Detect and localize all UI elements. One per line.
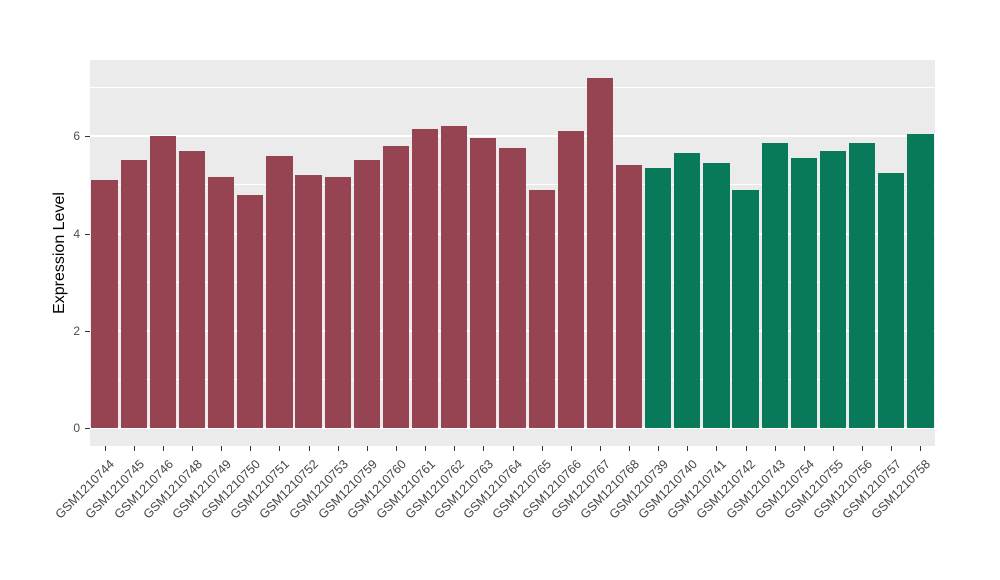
x-tick-mark-GSM1210745 [133,446,135,451]
plot-panel [90,60,935,446]
y-tick-mark-2 [85,330,90,332]
bar-GSM1210739 [645,167,672,429]
bar-GSM1210746 [149,136,176,429]
bar-GSM1210752 [295,175,322,429]
bar-GSM1210760 [382,145,410,429]
x-tick-label-box: GSM1210758 [763,455,933,521]
bar-GSM1210745 [120,160,147,429]
y-tick-mark-0 [85,428,90,430]
bar-GSM1210749 [208,177,235,429]
x-tick-mark-GSM1210750 [250,446,252,451]
x-tick-mark-GSM1210753 [337,446,339,451]
x-tick-mark-GSM1210743 [774,446,776,451]
x-tick-mark-GSM1210767 [599,446,601,451]
x-tick-mark-GSM1210751 [279,446,281,451]
x-tick-mark-GSM1210744 [104,446,106,451]
x-tick-mark-GSM1210749 [221,446,223,451]
gridline-major-6 [90,135,935,138]
bar-GSM1210756 [849,143,876,429]
x-tick-mark-GSM1210741 [716,446,718,451]
x-tick-mark-GSM1210765 [541,446,543,451]
bar-GSM1210744 [91,179,118,429]
gridline-major-0 [90,427,935,430]
bar-GSM1210766 [557,131,584,429]
bar-GSM1210761 [411,128,439,429]
y-tick-label-4: 4 [73,226,80,241]
y-tick-label-6: 6 [73,129,80,144]
x-tick-mark-GSM1210758 [920,446,922,451]
bar-GSM1210763 [470,138,497,429]
x-tick-mark-GSM1210762 [454,446,456,451]
bar-GSM1210750 [237,194,264,429]
bar-GSM1210762 [441,126,468,429]
y-axis-title: Expression Level [51,192,68,314]
bar-GSM1210768 [615,165,643,429]
bar-GSM1210753 [324,177,351,429]
x-tick-mark-GSM1210764 [512,446,514,451]
bar-GSM1210740 [674,153,701,429]
x-tick-mark-GSM1210755 [833,446,835,451]
x-tick-mark-GSM1210756 [862,446,864,451]
x-tick-mark-GSM1210763 [483,446,485,451]
bar-GSM1210751 [266,155,293,429]
y-tick-label-2: 2 [73,323,80,338]
bar-GSM1210765 [528,189,555,429]
x-tick-mark-GSM1210746 [162,446,164,451]
x-tick-mark-GSM1210766 [570,446,572,451]
x-tick-mark-GSM1210740 [687,446,689,451]
x-tick-mark-GSM1210752 [308,446,310,451]
bar-GSM1210742 [732,189,759,429]
bar-GSM1210755 [819,150,847,429]
x-tick-mark-GSM1210768 [629,446,631,451]
bar-GSM1210758 [907,133,934,429]
x-tick-mark-GSM1210748 [191,446,193,451]
x-tick-mark-GSM1210739 [658,446,660,451]
bar-GSM1210767 [586,77,614,429]
bar-GSM1210743 [761,143,788,429]
x-tick-mark-GSM1210759 [366,446,368,451]
bar-GSM1210741 [703,162,730,429]
bar-GSM1210754 [790,157,817,429]
x-tick-mark-GSM1210757 [891,446,893,451]
y-tick-mark-4 [85,233,90,235]
x-tick-mark-GSM1210761 [425,446,427,451]
bar-GSM1210759 [353,160,380,429]
y-tick-label-0: 0 [73,421,80,436]
bar-GSM1210748 [178,150,206,429]
gridline-minor-7 [90,86,935,88]
x-tick-mark-GSM1210760 [395,446,397,451]
y-tick-mark-6 [85,136,90,138]
bar-GSM1210757 [878,172,905,429]
x-tick-mark-GSM1210742 [745,446,747,451]
bar-GSM1210764 [499,148,526,429]
x-tick-mark-GSM1210754 [803,446,805,451]
